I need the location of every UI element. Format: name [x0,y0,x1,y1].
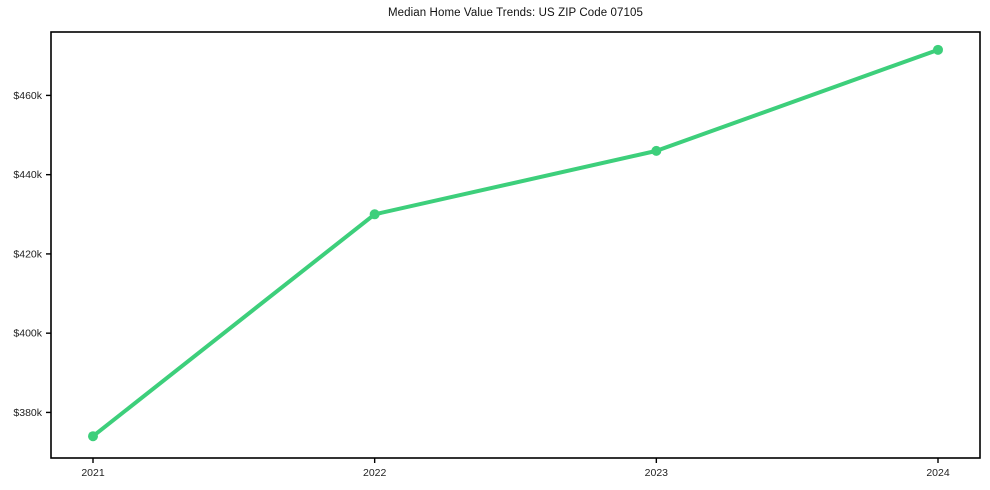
y-tick-label: $380k [13,407,42,419]
x-tick-label: 2022 [363,467,387,479]
data-point-marker [369,209,380,220]
axes-box [50,31,981,459]
series-line [91,47,940,439]
y-tick-label: $440k [13,169,42,181]
y-tick-label: $400k [13,328,42,340]
chart-title: Median Home Value Trends: US ZIP Code 07… [387,7,644,19]
data-point-marker [88,431,98,442]
x-tick-label: 2021 [81,467,105,479]
y-tick-label: $460k [13,90,42,102]
x-tick-label: 2023 [645,467,669,479]
y-tick-label: $420k [13,248,42,260]
data-point-marker [651,145,662,156]
x-tick-label: 2024 [926,467,950,479]
data-point-marker [933,44,943,55]
